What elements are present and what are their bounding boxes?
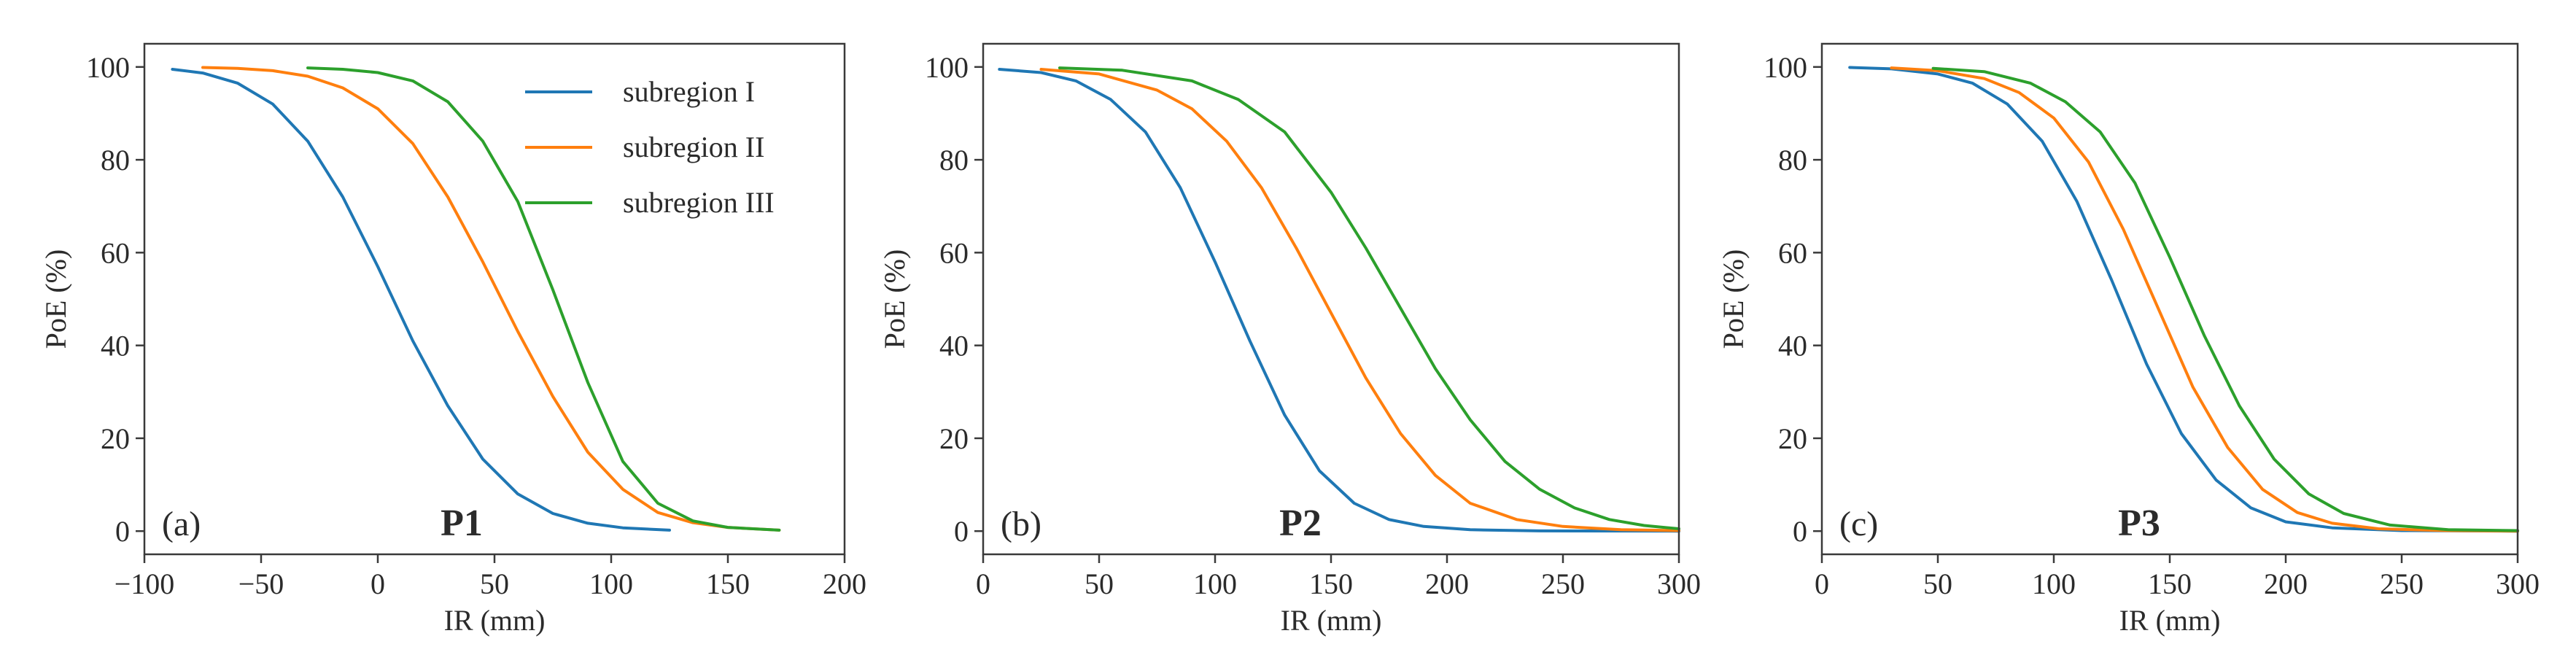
y-tick-label: 100	[925, 51, 969, 84]
x-tick-label: −100	[115, 567, 175, 600]
x-tick-label: 150	[2148, 567, 2192, 600]
y-tick-label: 80	[939, 144, 969, 177]
x-tick-label: 250	[1541, 567, 1585, 600]
panel-name: P2	[1279, 503, 1322, 544]
x-tick-label: 100	[2032, 567, 2076, 600]
x-tick-label: 200	[2264, 567, 2308, 600]
series-line-1	[171, 68, 671, 532]
x-tick-label: 200	[823, 567, 866, 600]
legend-label: subregion III	[623, 186, 775, 219]
panel-tag: (c)	[1839, 505, 1878, 543]
chart-panel-1: −100 −50 0 50 100 150 200 0 20 40 60 80 100 IR (mm) Po…	[39, 42, 866, 637]
series-line-3	[306, 66, 781, 532]
x-tick-label: 50	[480, 567, 509, 600]
x-tick-label: 0	[371, 567, 385, 600]
chart-panel-3: 0 50 100 150 200 250 300 0 20 40 60 80 100 IR (mm) PoE…	[1717, 42, 2540, 637]
x-tick-label: 50	[1923, 567, 1952, 600]
x-tick-label: 0	[1815, 567, 1829, 600]
panel-tag: (a)	[162, 505, 201, 543]
plot-frame	[1820, 42, 2519, 556]
x-tick-label: 100	[589, 567, 633, 600]
y-tick-label: 60	[1778, 236, 1807, 269]
y-tick-label: 0	[115, 515, 130, 548]
y-tick-label: 100	[1764, 51, 1807, 84]
x-tick-label: −50	[238, 567, 284, 600]
y-tick-label: 20	[101, 422, 130, 455]
y-tick-label: 60	[939, 236, 969, 269]
x-tick-label: 50	[1085, 567, 1114, 600]
x-axis-label: IR (mm)	[444, 604, 546, 637]
panel-name: P3	[2118, 503, 2160, 544]
series-line-3	[1931, 66, 2519, 532]
x-tick-label: 150	[706, 567, 750, 600]
y-tick-label: 0	[1793, 515, 1807, 548]
series-line-2	[201, 66, 781, 532]
legend: subregion I subregion II subregion III	[525, 75, 775, 219]
x-tick-label: 100	[1193, 567, 1237, 600]
panel-tag: (b)	[1001, 505, 1041, 543]
y-axis-label: PoE (%)	[878, 249, 911, 349]
x-axis-label: IR (mm)	[2119, 604, 2221, 637]
y-tick-label: 100	[86, 51, 130, 84]
panel-name: P1	[441, 503, 483, 544]
series-line-1	[998, 68, 1680, 533]
legend-label: subregion II	[623, 131, 764, 163]
x-tick-label: 150	[1309, 567, 1353, 600]
legend-label: subregion I	[623, 75, 755, 108]
y-tick-label: 40	[939, 330, 969, 362]
y-tick-label: 40	[101, 330, 130, 362]
x-tick-label: 300	[1657, 567, 1701, 600]
series-line-3	[1058, 66, 1680, 530]
series-line-2	[1039, 68, 1680, 532]
series-line-2	[1890, 66, 2519, 533]
x-tick-label: 250	[2380, 567, 2424, 600]
y-tick-label: 80	[101, 144, 130, 177]
y-axis-label: PoE (%)	[39, 249, 72, 349]
x-axis-label: IR (mm)	[1281, 604, 1382, 637]
plot-frame	[143, 42, 846, 556]
y-tick-label: 20	[939, 422, 969, 455]
x-tick-label: 300	[2496, 567, 2540, 600]
y-axis-label: PoE (%)	[1717, 249, 1750, 349]
y-tick-label: 0	[954, 515, 969, 548]
chart-panel-2: 0 50 100 150 200 250 300 0 20 40 60 80 100 IR (mm) PoE…	[878, 42, 1701, 637]
y-tick-label: 40	[1778, 330, 1807, 362]
plot-frame	[982, 42, 1680, 556]
y-tick-label: 60	[101, 236, 130, 269]
x-tick-label: 0	[976, 567, 990, 600]
x-tick-label: 200	[1425, 567, 1469, 600]
series-line-1	[1848, 66, 2519, 533]
y-tick-label: 20	[1778, 422, 1807, 455]
y-tick-label: 80	[1778, 144, 1807, 177]
